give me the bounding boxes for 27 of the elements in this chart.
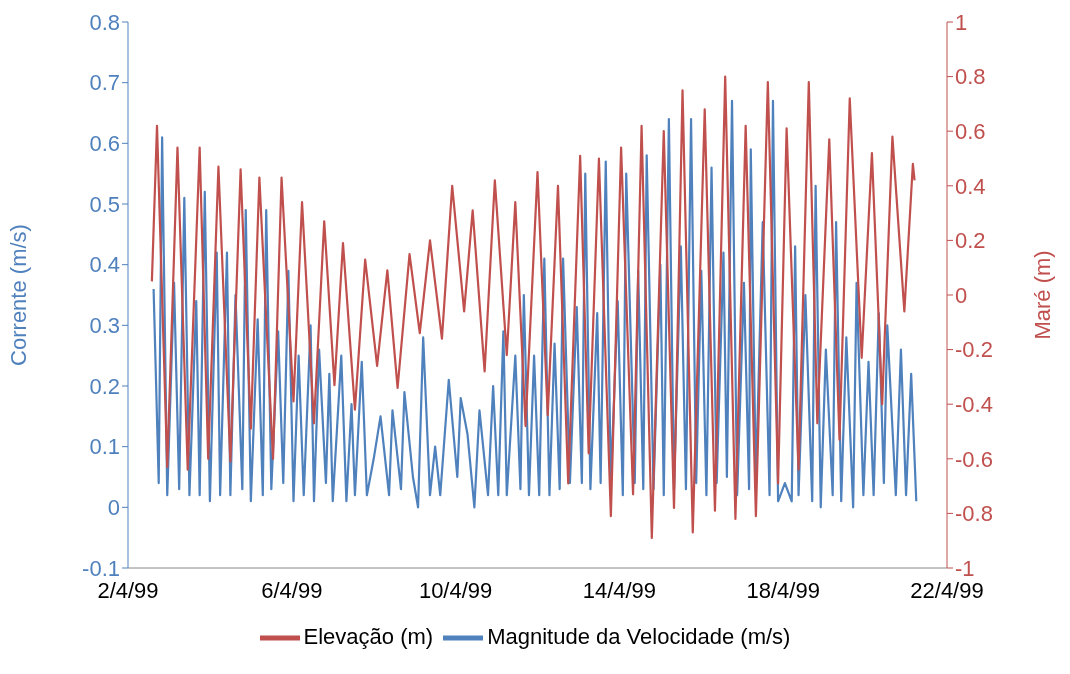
y2-tick-label: -0.4 bbox=[955, 392, 993, 418]
y2-axis-title: Maré (m) bbox=[1029, 250, 1055, 340]
y2-tick-label: -0.2 bbox=[955, 337, 993, 363]
x-tick-label: 14/4/99 bbox=[582, 577, 657, 603]
y2-tick-label: 0 bbox=[955, 282, 968, 308]
x-tick-label: 6/4/99 bbox=[261, 577, 323, 603]
y-tick-label: 0.1 bbox=[89, 434, 120, 460]
x-tick-label: 18/4/99 bbox=[746, 577, 820, 603]
x-tick-label: 10/4/99 bbox=[418, 577, 493, 603]
y-axis-title: Corrente (m/s) bbox=[5, 224, 31, 366]
y-tick-label: 0.3 bbox=[89, 313, 120, 339]
y-tick-label: 0 bbox=[107, 495, 120, 521]
y2-tick-label: 0.4 bbox=[955, 173, 986, 199]
y2-tick-label: -0.6 bbox=[955, 446, 993, 472]
y2-tick-label: 0.8 bbox=[955, 64, 986, 90]
y-tick-label: 0.7 bbox=[89, 70, 120, 96]
legend-label: Magnitude da Velocidade (m/s) bbox=[487, 623, 791, 649]
y-tick-label: 0.4 bbox=[89, 252, 120, 278]
y-tick-label: 0.5 bbox=[89, 191, 120, 217]
y-tick-label: 0.2 bbox=[89, 373, 120, 399]
y-tick-label: 0.6 bbox=[89, 131, 120, 157]
y2-tick-label: -0.8 bbox=[955, 501, 993, 527]
y2-tick-label: 0.2 bbox=[955, 228, 986, 254]
y2-tick-label: 1 bbox=[955, 9, 968, 35]
y2-tick-label: 0.6 bbox=[955, 119, 986, 145]
y-tick-label: 0.8 bbox=[89, 9, 120, 35]
legend-label: Elevação (m) bbox=[303, 623, 434, 649]
